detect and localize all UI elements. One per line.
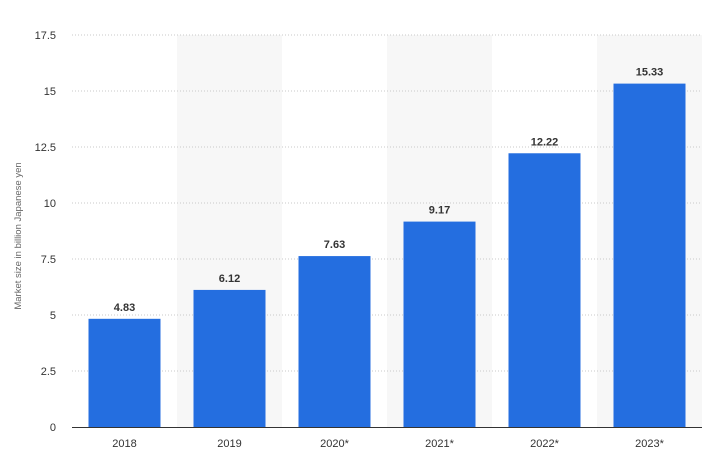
x-tick-label: 2022* <box>530 438 559 450</box>
bars <box>88 83 686 427</box>
gridlines <box>72 34 702 372</box>
y-tick-label: 0 <box>50 422 56 434</box>
bar <box>193 289 266 427</box>
bar <box>88 318 161 427</box>
x-tick-label: 2021* <box>425 438 454 450</box>
bar <box>613 83 686 427</box>
y-tick-label: 7.5 <box>41 254 56 266</box>
bar <box>508 153 581 427</box>
bar <box>403 221 476 427</box>
y-tick-label: 17.5 <box>35 30 56 42</box>
y-axis-ticks: 0 2.5 5 7.5 10 12.5 15 17.5 <box>35 30 56 434</box>
y-axis-title: Market size in billion Japanese yen <box>13 162 24 309</box>
y-tick-label: 2.5 <box>41 366 56 378</box>
data-labels: 4.83 6.12 7.63 9.17 12.22 15.33 <box>114 67 663 314</box>
x-tick-label: 2020* <box>320 438 349 450</box>
data-label: 15.33 <box>636 67 664 79</box>
y-tick-label: 10 <box>44 198 56 210</box>
x-tick-label: 2023* <box>635 438 664 450</box>
x-tick-label: 2018 <box>112 438 136 450</box>
data-label: 4.83 <box>114 302 135 314</box>
y-tick-label: 12.5 <box>35 142 56 154</box>
x-axis-ticks: 2018 2019 2020* 2021* 2022* 2023* <box>112 438 664 450</box>
data-label: 6.12 <box>219 273 240 285</box>
x-tick-label: 2019 <box>217 438 241 450</box>
y-tick-label: 15 <box>44 86 56 98</box>
bar <box>298 256 371 427</box>
data-label: 7.63 <box>324 239 345 251</box>
data-label: 12.22 <box>531 136 559 148</box>
data-label: 9.17 <box>429 205 450 217</box>
y-tick-label: 5 <box>50 310 56 322</box>
